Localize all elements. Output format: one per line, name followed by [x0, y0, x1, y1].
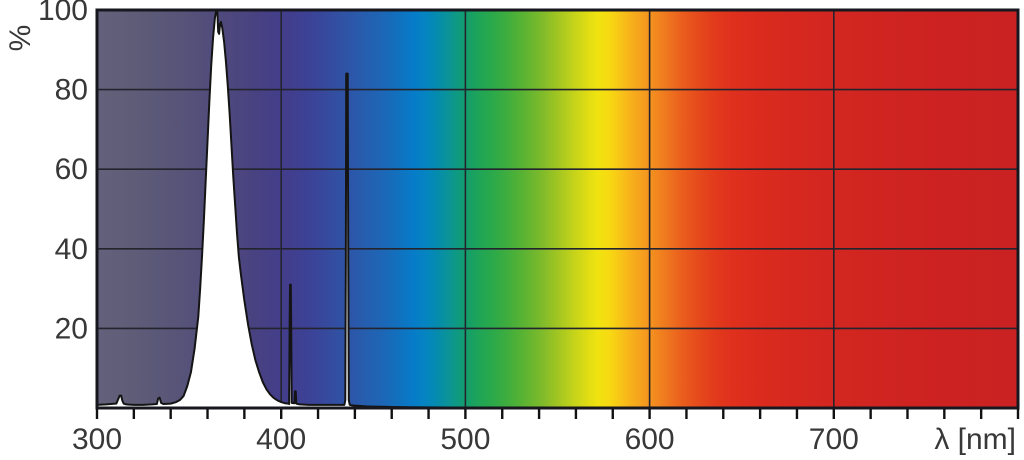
- y-tick-label-80: 80: [55, 74, 88, 107]
- x-tick-label-300: 300: [72, 423, 122, 456]
- x-axis-unit-label: λ [nm]: [934, 423, 1016, 456]
- x-tick-label-600: 600: [625, 423, 675, 456]
- y-tick-label-60: 60: [55, 153, 88, 186]
- y-axis-tick-labels: 100 80 60 40 20: [38, 0, 88, 345]
- y-tick-label-20: 20: [55, 312, 88, 345]
- y-tick-label-40: 40: [55, 233, 88, 266]
- gridlines: [97, 10, 1018, 408]
- y-axis-unit-label: %: [4, 25, 37, 52]
- x-axis-ticks: [95, 409, 1020, 419]
- x-tick-label-500: 500: [440, 423, 490, 456]
- emission-curve: [96, 9, 1019, 409]
- plot-border: [95, 8, 1020, 410]
- x-tick-label-700: 700: [809, 423, 859, 456]
- x-tick-label-400: 400: [256, 423, 306, 456]
- x-axis-tick-labels: 300 400 500 600 700: [72, 423, 859, 456]
- y-tick-label-100: 100: [38, 0, 88, 27]
